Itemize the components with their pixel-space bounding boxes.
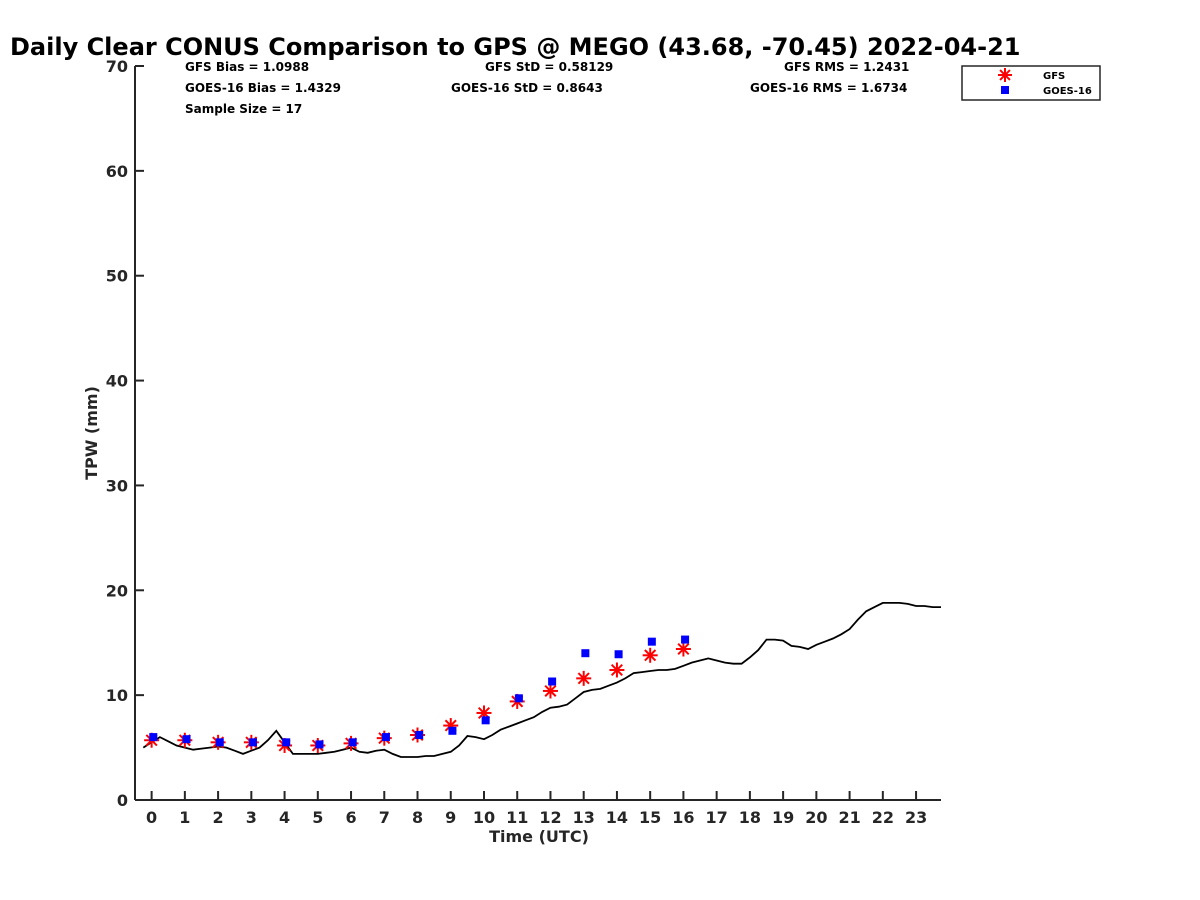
x-tick-label: 1 — [179, 808, 190, 827]
x-tick-label: 17 — [706, 808, 728, 827]
x-tick-label: 7 — [379, 808, 390, 827]
goes16-points — [149, 635, 690, 749]
x-tick-label: 21 — [838, 808, 860, 827]
x-tick-label: 18 — [739, 808, 761, 827]
goes16-bias: GOES-16 Bias = 1.4329 — [185, 81, 341, 95]
goes16-point — [315, 740, 324, 749]
goes16-point — [149, 733, 158, 742]
gfs-bias: GFS Bias = 1.0988 — [185, 60, 309, 74]
gfs-rms: GFS RMS = 1.2431 — [784, 60, 909, 74]
goes16-point — [548, 677, 557, 686]
goes16-point — [381, 733, 390, 742]
y-tick-label: 70 — [106, 57, 128, 76]
stats-panel: GFS Bias = 1.0988 GFS StD = 0.58129 GFS … — [185, 60, 909, 116]
goes16-point — [614, 650, 623, 659]
x-tick-label: 6 — [345, 808, 356, 827]
x-tick-label: 2 — [213, 808, 224, 827]
goes16-point — [448, 726, 457, 735]
y-tick-label: 30 — [106, 476, 128, 495]
chart-title: Daily Clear CONUS Comparison to GPS @ ME… — [10, 33, 1020, 61]
goes16-point — [481, 716, 490, 725]
x-tick-label: 16 — [672, 808, 694, 827]
axes — [134, 66, 941, 801]
y-tick-label: 40 — [106, 372, 128, 391]
goes16-point — [514, 694, 523, 703]
x-tick-label: 4 — [279, 808, 290, 827]
y-tick-label: 50 — [106, 267, 128, 286]
gfs-std: GFS StD = 0.58129 — [485, 60, 613, 74]
goes16-point — [348, 738, 357, 747]
legend-goes16-marker — [1001, 86, 1009, 94]
x-tick-label: 15 — [639, 808, 661, 827]
x-tick-label: 22 — [872, 808, 894, 827]
legend-gfs-marker — [998, 68, 1012, 82]
gfs-point — [542, 683, 558, 699]
goes16-point — [215, 738, 224, 747]
goes16-rms: GOES-16 RMS = 1.6734 — [750, 81, 907, 95]
x-axis-label: Time (UTC) — [489, 827, 589, 846]
goes16-point — [681, 635, 690, 644]
x-tick-label: 19 — [772, 808, 794, 827]
gfs-point — [642, 647, 658, 663]
goes16-point — [282, 738, 291, 747]
plot-area — [142, 602, 941, 758]
goes16-point — [248, 738, 257, 747]
x-tick-label: 0 — [146, 808, 157, 827]
y-ticks: 0 10 20 30 40 50 60 70 — [106, 57, 144, 810]
x-ticks: 0 1 2 3 4 5 6 7 8 9 10 11 12 13 14 15 16 17 18 19 20 21 22 23 — [146, 791, 927, 827]
x-tick-label: 8 — [412, 808, 423, 827]
legend-gfs-label: GFS — [1043, 71, 1065, 82]
gfs-point — [675, 641, 691, 657]
goes16-point — [415, 730, 424, 739]
legend-gfs-asterisk — [998, 68, 1012, 82]
legend-box — [961, 65, 1101, 101]
y-tick-label: 60 — [106, 162, 128, 181]
gfs-point — [609, 662, 625, 678]
goes16-point — [647, 637, 656, 646]
x-tick-label: 14 — [606, 808, 628, 827]
sample-size: Sample Size = 17 — [185, 102, 302, 116]
x-tick-label: 23 — [905, 808, 927, 827]
x-tick-label: 10 — [473, 808, 495, 827]
x-tick-label: 3 — [246, 808, 257, 827]
gps-series-line — [142, 602, 941, 758]
x-tick-label: 11 — [506, 808, 528, 827]
y-tick-label: 0 — [117, 791, 128, 810]
legend-goes16-label: GOES-16 — [1043, 86, 1092, 97]
goes16-point — [581, 649, 590, 658]
goes16-std: GOES-16 StD = 0.8643 — [451, 81, 603, 95]
y-tick-label: 20 — [106, 581, 128, 600]
goes16-point — [182, 735, 191, 744]
x-tick-label: 13 — [573, 808, 595, 827]
x-tick-label: 20 — [805, 808, 827, 827]
y-tick-label: 10 — [106, 686, 128, 705]
gfs-point — [576, 670, 592, 686]
x-tick-label: 5 — [312, 808, 323, 827]
x-tick-label: 9 — [445, 808, 456, 827]
y-axis-label: TPW (mm) — [82, 386, 101, 480]
x-tick-label: 12 — [539, 808, 561, 827]
legend: GFS GOES-16 — [961, 65, 1101, 101]
